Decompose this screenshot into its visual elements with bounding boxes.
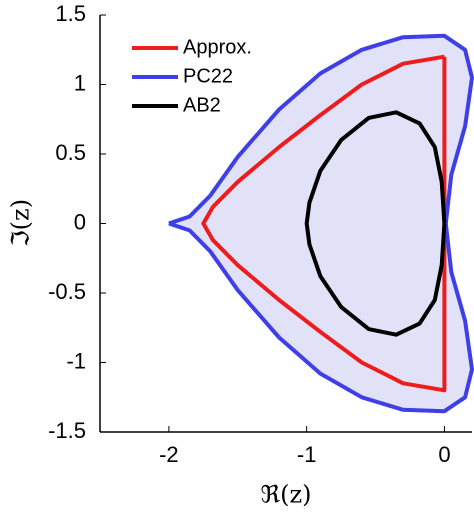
y-tick-label: 1.5 (55, 1, 86, 26)
y-axis-label: ℑ(z) (7, 199, 35, 247)
y-tick-label: -1 (66, 348, 86, 373)
x-tick-label: 0 (438, 442, 450, 467)
boundary-line (304, 110, 447, 337)
y-tick-label: 1 (74, 70, 86, 95)
region-fill (168, 35, 472, 412)
legend-label: Approx. (183, 36, 252, 58)
boundary-line (168, 33, 474, 414)
x-tick-label: -1 (297, 442, 317, 467)
y-tick-label: -0.5 (48, 279, 86, 304)
x-tick-label: -2 (159, 442, 179, 467)
x-axis-label: ℜ(z) (261, 481, 312, 509)
y-tick-label: -1.5 (48, 418, 86, 443)
legend-label: PC22 (183, 65, 233, 87)
y-tick-label: 0 (74, 209, 86, 234)
y-tick-label: 0.5 (55, 140, 86, 165)
legend-label: AB2 (183, 94, 221, 116)
boundary-line (201, 54, 447, 393)
